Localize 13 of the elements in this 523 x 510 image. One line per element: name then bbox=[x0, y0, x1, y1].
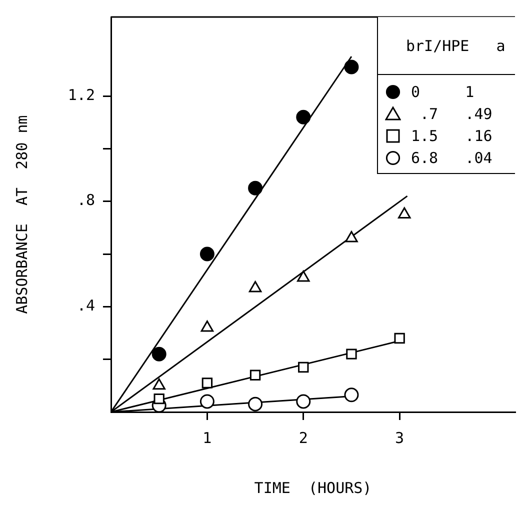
y-axis-title: ABSORBANCE AT 280 nm bbox=[12, 115, 31, 314]
legend-label: .7 .49 bbox=[419, 104, 492, 122]
x-tick-label: 2 bbox=[298, 428, 308, 447]
x-tick-label: 1 bbox=[202, 428, 212, 447]
legend-label: 0 1 bbox=[411, 82, 474, 100]
legend-label: 6.8 .04 bbox=[411, 148, 492, 166]
x-tick-label: 3 bbox=[395, 428, 404, 447]
legend-label: 1.5 .16 bbox=[411, 126, 492, 144]
y-tick-label: .8 bbox=[76, 191, 95, 210]
y-tick-label: .4 bbox=[76, 296, 95, 315]
legend-title: brI/HPE a bbox=[405, 36, 506, 57]
x-axis-title: TIME (HOURS) bbox=[254, 478, 372, 497]
y-tick-label: 1.2 bbox=[68, 86, 95, 104]
